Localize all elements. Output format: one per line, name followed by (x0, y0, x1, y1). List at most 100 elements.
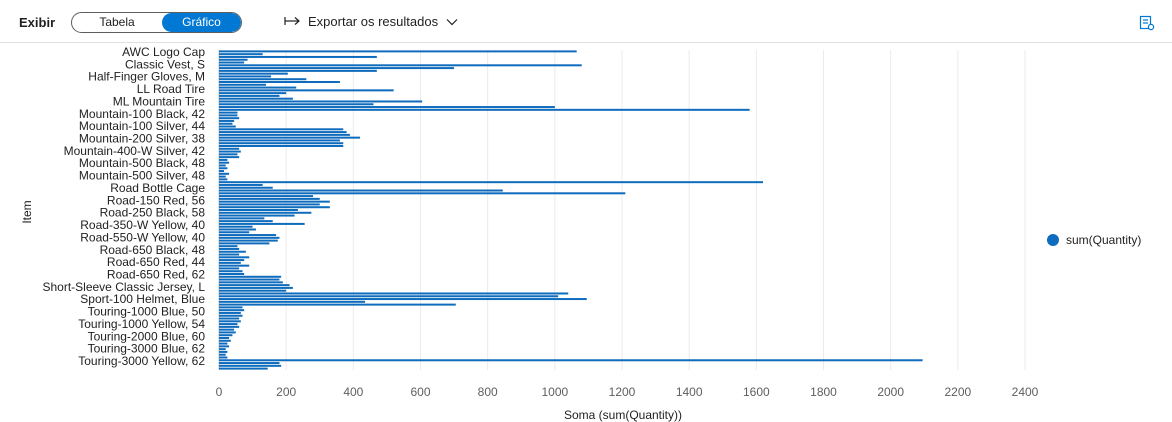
bar[interactable] (219, 50, 577, 53)
bar[interactable] (219, 247, 240, 250)
bar[interactable] (219, 147, 240, 150)
bar[interactable] (219, 298, 587, 301)
bar[interactable] (219, 67, 455, 70)
bar[interactable] (219, 195, 314, 198)
bar[interactable] (219, 69, 377, 72)
bar[interactable] (219, 353, 226, 356)
bar[interactable] (219, 336, 230, 340)
bar[interactable] (219, 122, 233, 125)
bar[interactable] (219, 78, 307, 81)
bar[interactable] (219, 267, 240, 270)
bar[interactable] (219, 289, 287, 292)
bar[interactable] (219, 220, 273, 223)
bar[interactable] (219, 236, 280, 239)
bar[interactable] (219, 72, 288, 75)
bar[interactable] (219, 117, 240, 120)
bar[interactable] (219, 119, 235, 122)
bar[interactable] (219, 55, 377, 58)
bar[interactable] (219, 264, 250, 267)
bar[interactable] (219, 86, 297, 89)
bar[interactable] (219, 128, 344, 131)
bar[interactable] (219, 331, 236, 334)
bar[interactable] (219, 334, 233, 337)
bar[interactable] (219, 161, 230, 164)
bar[interactable] (219, 231, 250, 234)
tab-chart[interactable]: Gráfico (162, 13, 241, 32)
bar[interactable] (219, 167, 228, 170)
bar[interactable] (219, 178, 228, 181)
export-results-button[interactable]: Exportar os resultados (284, 14, 458, 29)
bar[interactable] (219, 131, 347, 134)
bar[interactable] (219, 61, 245, 64)
bar[interactable] (219, 364, 282, 367)
bar[interactable] (219, 136, 361, 139)
bar[interactable] (219, 189, 503, 192)
bar[interactable] (219, 175, 226, 178)
bar[interactable] (219, 342, 228, 345)
bar[interactable] (219, 92, 287, 95)
bar[interactable] (219, 245, 238, 248)
bar[interactable] (219, 323, 238, 326)
bar[interactable] (219, 58, 248, 61)
bar[interactable] (219, 317, 240, 320)
bar[interactable] (219, 89, 394, 92)
bar[interactable] (219, 309, 245, 312)
bar[interactable] (219, 75, 272, 78)
bar[interactable] (219, 172, 230, 175)
bar[interactable] (219, 284, 290, 287)
bar[interactable] (219, 158, 228, 161)
bar[interactable] (219, 350, 228, 353)
bar[interactable] (219, 242, 270, 245)
bar[interactable] (219, 253, 240, 256)
bar[interactable] (219, 125, 236, 128)
bar[interactable] (219, 192, 626, 195)
bar[interactable] (219, 97, 293, 100)
bar[interactable] (219, 150, 241, 153)
bar[interactable] (219, 53, 263, 56)
bar[interactable] (219, 311, 241, 314)
bar[interactable] (219, 275, 282, 278)
bar[interactable] (219, 217, 265, 220)
bar[interactable] (219, 200, 330, 203)
bar[interactable] (219, 320, 241, 323)
bar[interactable] (219, 225, 253, 228)
bar[interactable] (219, 272, 245, 276)
bar[interactable] (219, 214, 295, 217)
bar[interactable] (219, 300, 366, 303)
bar[interactable] (219, 94, 280, 97)
bar[interactable] (219, 211, 312, 214)
bar[interactable] (219, 111, 238, 114)
bar[interactable] (219, 314, 243, 317)
bar[interactable] (219, 345, 230, 348)
bar[interactable] (219, 80, 340, 84)
bar[interactable] (219, 153, 238, 156)
bar[interactable] (219, 278, 280, 281)
bar[interactable] (219, 286, 293, 289)
bar[interactable] (219, 359, 923, 362)
bar[interactable] (219, 164, 226, 167)
bar[interactable] (219, 203, 320, 206)
bar[interactable] (219, 108, 750, 111)
bar[interactable] (219, 239, 278, 242)
bar[interactable] (219, 325, 240, 328)
bar[interactable] (219, 156, 240, 159)
bar[interactable] (219, 114, 238, 117)
bar[interactable] (219, 292, 569, 295)
bar[interactable] (219, 197, 320, 200)
bar[interactable] (219, 144, 344, 148)
chart-settings-icon[interactable] (1139, 15, 1155, 31)
bar[interactable] (219, 348, 226, 351)
bar[interactable] (219, 139, 340, 142)
bar[interactable] (219, 256, 250, 259)
bar[interactable] (219, 281, 283, 284)
bar[interactable] (219, 142, 344, 145)
bar[interactable] (219, 362, 280, 365)
bar[interactable] (219, 328, 235, 331)
bar[interactable] (219, 306, 243, 309)
bar[interactable] (219, 64, 582, 67)
bar[interactable] (219, 367, 268, 370)
bar[interactable] (219, 339, 231, 342)
bar[interactable] (219, 234, 277, 237)
bar[interactable] (219, 83, 267, 86)
bar[interactable] (219, 100, 423, 103)
